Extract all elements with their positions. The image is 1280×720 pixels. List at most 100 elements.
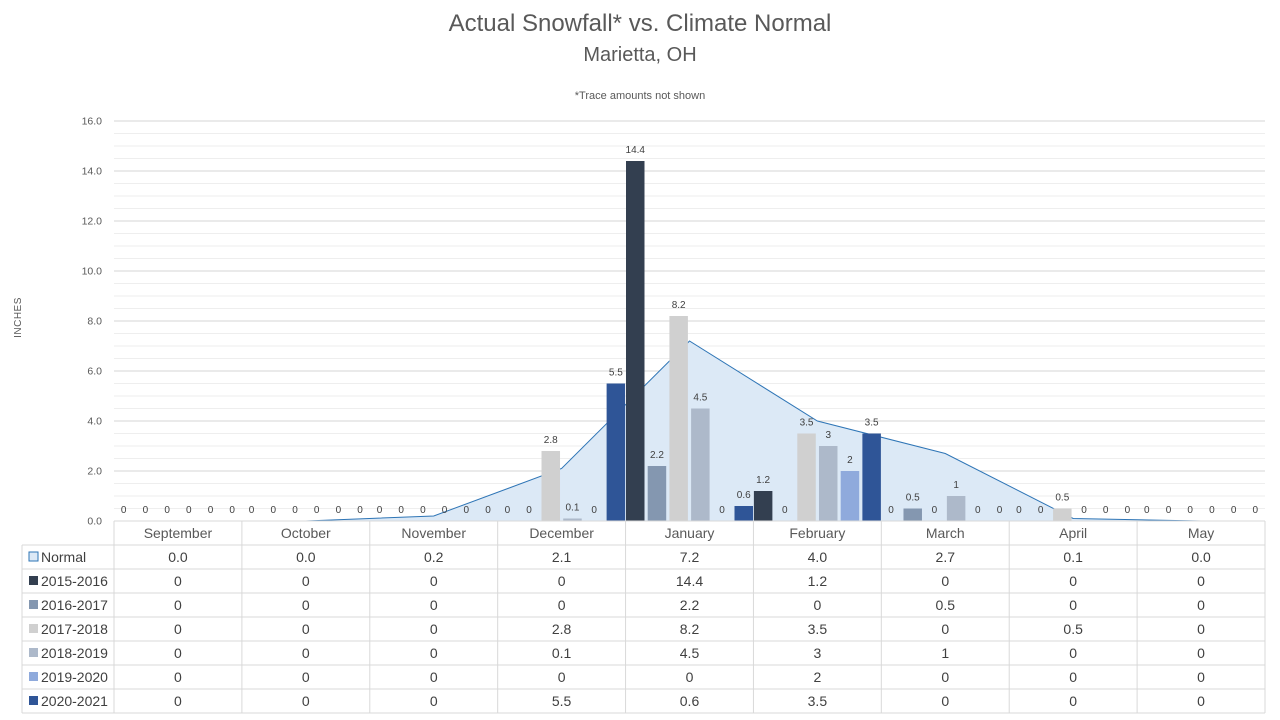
- table-cell: 0.1: [552, 645, 572, 661]
- data-label: 3.5: [865, 418, 879, 429]
- data-label: 0: [463, 505, 469, 516]
- table-cell: 1: [941, 645, 949, 661]
- table-cell: 0.5: [1063, 621, 1083, 637]
- table-cell: 0: [174, 669, 182, 685]
- legend-label: 2020-2021: [41, 693, 108, 709]
- x-tick-label: December: [529, 525, 594, 541]
- table-cell: 8.2: [680, 621, 700, 637]
- table-cell: 0: [302, 645, 310, 661]
- bar: [647, 466, 667, 521]
- table-cell: 0: [430, 597, 438, 613]
- table-cell: 0.6: [680, 693, 700, 709]
- table-cell: 0: [686, 669, 694, 685]
- bar: [840, 471, 860, 521]
- table-cell: 14.4: [676, 573, 703, 589]
- legend-label: 2016-2017: [41, 597, 108, 613]
- table-cell: 3: [813, 645, 821, 661]
- table-cell: 0.1: [1063, 549, 1083, 565]
- table-cell: 0: [302, 693, 310, 709]
- chart-subtitle: Marietta, OH: [583, 44, 697, 66]
- table-cell: 0: [1069, 693, 1077, 709]
- table-cell: 0: [1069, 645, 1077, 661]
- y-tick-label: 2.0: [87, 466, 102, 478]
- bar: [541, 451, 561, 521]
- table-cell: 0: [302, 669, 310, 685]
- normal-area: [177, 341, 1202, 521]
- table-cell: 0: [174, 693, 182, 709]
- y-tick-label: 12.0: [82, 216, 103, 228]
- data-label: 0: [485, 505, 491, 516]
- x-tick-label: January: [665, 525, 715, 541]
- data-label: 0: [186, 505, 192, 516]
- data-label: 0: [249, 505, 255, 516]
- data-label: 0: [505, 505, 511, 516]
- bar: [946, 496, 966, 521]
- bar: [1053, 508, 1072, 521]
- data-label: 0: [1231, 505, 1237, 516]
- legend-label: 2017-2018: [41, 621, 108, 637]
- chart-title: Actual Snowfall* vs. Climate Normal: [448, 10, 832, 37]
- legend-swatch: [29, 672, 38, 681]
- data-label: 0: [1016, 505, 1022, 516]
- table-cell: 0.5: [936, 597, 956, 613]
- table-cell: 0: [1197, 669, 1205, 685]
- data-label: 0: [208, 505, 214, 516]
- data-label: 0.6: [737, 490, 751, 501]
- data-label: 0.5: [906, 493, 920, 504]
- table-cell: 1.2: [808, 573, 828, 589]
- table-cell: 2: [813, 669, 821, 685]
- chart-note: *Trace amounts not shown: [574, 90, 706, 102]
- legend-label: Normal: [41, 549, 86, 565]
- table-cell: 0: [941, 573, 949, 589]
- data-label: 0: [1144, 505, 1150, 516]
- table-cell: 0: [430, 645, 438, 661]
- data-label: 0: [526, 505, 532, 516]
- table-cell: 4.5: [680, 645, 700, 661]
- table-cell: 2.2: [680, 597, 700, 613]
- y-tick-label: 10.0: [82, 266, 103, 278]
- table-cell: 0: [558, 597, 566, 613]
- data-label: 0: [164, 505, 170, 516]
- table-cell: 4.0: [808, 549, 828, 565]
- x-tick-label: April: [1059, 525, 1087, 541]
- data-label: 14.4: [626, 145, 646, 156]
- bar: [563, 518, 582, 521]
- table-cell: 0: [1197, 573, 1205, 589]
- table-cell: 2.7: [936, 549, 956, 565]
- data-label: 0.1: [566, 503, 580, 514]
- table-cell: 3.5: [808, 621, 828, 637]
- data-label: 0: [143, 505, 149, 516]
- data-label: 2.2: [650, 450, 664, 461]
- table-cell: 0: [1069, 597, 1077, 613]
- bar: [606, 383, 626, 521]
- table-cell: 3.5: [808, 693, 828, 709]
- data-label: 2.8: [544, 435, 558, 446]
- data-label: 0: [1209, 505, 1215, 516]
- table-cell: 0: [430, 693, 438, 709]
- table-cell: 0: [174, 645, 182, 661]
- data-label: 0: [271, 505, 277, 516]
- bar: [753, 491, 773, 521]
- legend-swatch: [29, 624, 38, 633]
- table-cell: 0: [941, 693, 949, 709]
- legend-swatch: [28, 551, 39, 562]
- legend-swatch: [29, 648, 38, 657]
- legend-label: 2018-2019: [41, 645, 108, 661]
- data-label: 8.2: [672, 300, 686, 311]
- legend-label: 2019-2020: [41, 669, 108, 685]
- table-cell: 0: [1197, 597, 1205, 613]
- data-label: 0: [997, 505, 1003, 516]
- legend-swatch: [29, 600, 38, 609]
- data-label: 3.5: [800, 418, 814, 429]
- table-cell: 0: [302, 621, 310, 637]
- data-label: 1: [953, 480, 959, 491]
- table-cell: 2.8: [552, 621, 572, 637]
- data-label: 0: [1081, 505, 1087, 516]
- table-cell: 0: [1197, 621, 1205, 637]
- data-label: 0: [1187, 505, 1193, 516]
- table-cell: 0: [1069, 573, 1077, 589]
- table-cell: 0: [1069, 669, 1077, 685]
- table-cell: 0: [174, 573, 182, 589]
- y-tick-label: 0.0: [87, 516, 102, 528]
